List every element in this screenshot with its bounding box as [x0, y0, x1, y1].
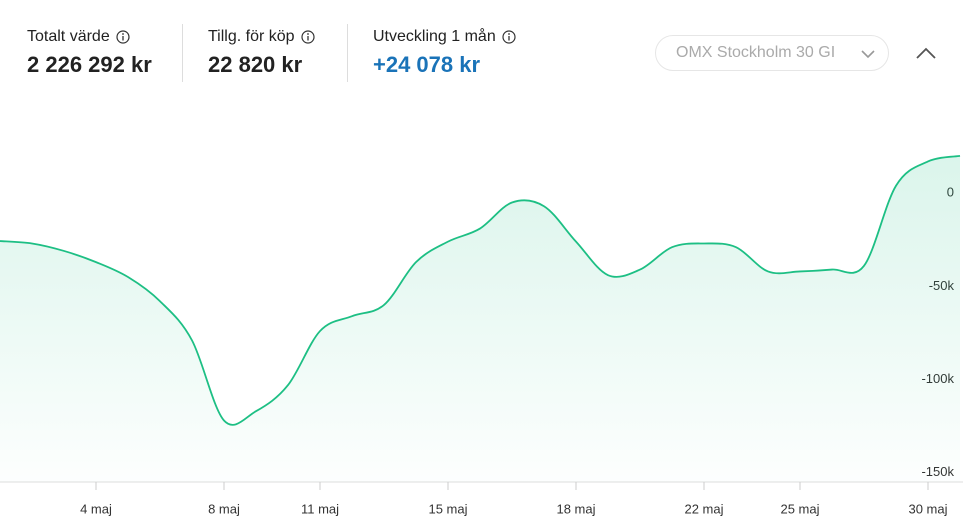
x-tick-label: 22 maj [684, 501, 723, 516]
x-tick-label: 30 maj [908, 501, 947, 516]
x-tick-label: 4 maj [80, 501, 112, 516]
info-icon[interactable] [502, 30, 516, 44]
separator [182, 24, 183, 82]
stat-value: +24 078 kr [373, 52, 481, 77]
collapse-button[interactable] [915, 45, 937, 63]
benchmark-dropdown[interactable]: OMX Stockholm 30 GI [655, 35, 889, 71]
area-fill [0, 155, 960, 482]
stat: Tillg. för köp 22 820 kr [208, 28, 315, 78]
stat-label: Totalt värde [27, 28, 110, 45]
x-tick-label: 25 maj [780, 501, 819, 516]
x-tick-label: 8 maj [208, 501, 240, 516]
info-icon[interactable] [116, 30, 130, 44]
separator [347, 24, 348, 82]
stat: Totalt värde 2 226 292 kr [27, 28, 152, 78]
line [0, 155, 961, 426]
x-tick-label: 18 maj [556, 501, 595, 516]
chevron-down [861, 50, 875, 59]
stat-label: Utveckling 1 mån [373, 28, 496, 45]
stat: Utveckling 1 mån +24 078 kr [373, 28, 516, 78]
benchmark-label: OMX Stockholm 30 GI [676, 44, 836, 61]
stat-label: Tillg. för köp [208, 28, 295, 45]
info-icon[interactable] [300, 30, 315, 44]
x-tick-label: 15 maj [428, 501, 467, 516]
stat-value: 22 820 kr [208, 52, 303, 77]
x-tick-label: 11 maj [301, 501, 339, 516]
stat-value: 2 226 292 kr [27, 52, 152, 77]
